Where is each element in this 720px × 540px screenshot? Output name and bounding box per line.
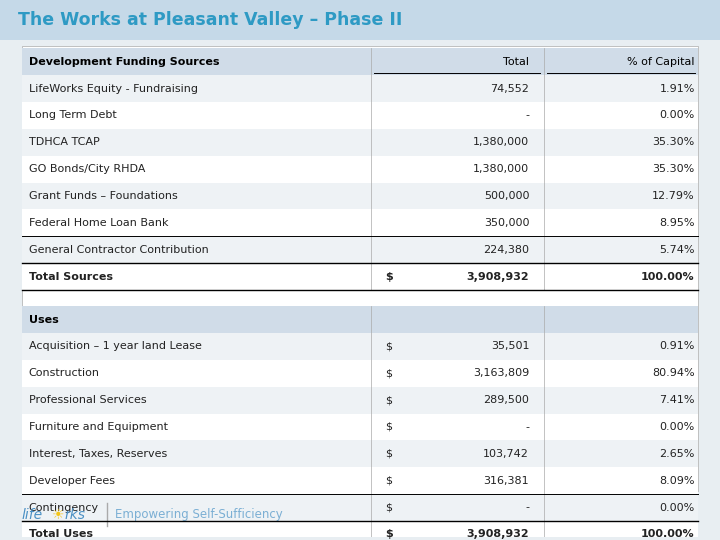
Text: Contingency: Contingency <box>29 503 99 512</box>
FancyBboxPatch shape <box>22 333 698 360</box>
Text: Furniture and Equipment: Furniture and Equipment <box>29 422 168 432</box>
Text: 103,742: 103,742 <box>483 449 529 459</box>
Text: % of Capital: % of Capital <box>627 57 695 67</box>
Text: Acquisition – 1 year land Lease: Acquisition – 1 year land Lease <box>29 341 202 352</box>
Text: $: $ <box>385 476 392 485</box>
Text: $: $ <box>385 422 392 432</box>
Text: 0.00%: 0.00% <box>660 111 695 120</box>
FancyBboxPatch shape <box>22 521 698 540</box>
Text: 8.09%: 8.09% <box>660 476 695 485</box>
Text: 8.95%: 8.95% <box>660 218 695 228</box>
FancyBboxPatch shape <box>0 0 720 40</box>
Text: Federal Home Loan Bank: Federal Home Loan Bank <box>29 218 168 228</box>
Text: 80.94%: 80.94% <box>652 368 695 378</box>
Text: $: $ <box>385 368 392 378</box>
Text: 1,380,000: 1,380,000 <box>473 164 529 174</box>
Text: TDHCA TCAP: TDHCA TCAP <box>29 137 99 147</box>
Text: 0.00%: 0.00% <box>660 503 695 512</box>
Text: Total Sources: Total Sources <box>29 272 113 281</box>
FancyBboxPatch shape <box>22 75 698 102</box>
Text: $: $ <box>385 395 392 405</box>
Text: 1,380,000: 1,380,000 <box>473 137 529 147</box>
Text: Developer Fees: Developer Fees <box>29 476 114 485</box>
FancyBboxPatch shape <box>22 360 698 387</box>
FancyBboxPatch shape <box>22 306 698 333</box>
Text: $: $ <box>385 449 392 459</box>
Text: Construction: Construction <box>29 368 100 378</box>
FancyBboxPatch shape <box>22 494 698 521</box>
FancyBboxPatch shape <box>22 467 698 494</box>
Text: Professional Services: Professional Services <box>29 395 146 405</box>
FancyBboxPatch shape <box>22 263 698 290</box>
FancyBboxPatch shape <box>22 102 698 129</box>
Text: 35.30%: 35.30% <box>652 137 695 147</box>
FancyBboxPatch shape <box>22 387 698 414</box>
Text: Total Uses: Total Uses <box>29 529 93 539</box>
Text: $: $ <box>385 341 392 352</box>
Text: 100.00%: 100.00% <box>642 272 695 281</box>
Text: LifeWorks Equity - Fundraising: LifeWorks Equity - Fundraising <box>29 84 198 93</box>
Text: 1.91%: 1.91% <box>660 84 695 93</box>
Text: $: $ <box>385 503 392 512</box>
Text: -: - <box>525 422 529 432</box>
Text: 3,163,809: 3,163,809 <box>473 368 529 378</box>
FancyBboxPatch shape <box>22 156 698 183</box>
Text: 289,500: 289,500 <box>483 395 529 405</box>
FancyBboxPatch shape <box>22 237 698 263</box>
FancyBboxPatch shape <box>22 129 698 156</box>
Text: Development Funding Sources: Development Funding Sources <box>29 57 220 67</box>
FancyBboxPatch shape <box>22 49 698 75</box>
Text: $: $ <box>385 272 393 281</box>
FancyBboxPatch shape <box>22 183 698 210</box>
Text: Grant Funds – Foundations: Grant Funds – Foundations <box>29 191 178 201</box>
Text: 3,908,932: 3,908,932 <box>467 272 529 281</box>
FancyBboxPatch shape <box>22 414 698 441</box>
Text: 3,908,932: 3,908,932 <box>467 529 529 539</box>
Text: 500,000: 500,000 <box>484 191 529 201</box>
Text: 7.41%: 7.41% <box>660 395 695 405</box>
Text: life: life <box>22 508 42 522</box>
Text: The Works at Pleasant Valley – Phase II: The Works at Pleasant Valley – Phase II <box>18 11 402 29</box>
Text: 35,501: 35,501 <box>491 341 529 352</box>
Text: -: - <box>525 111 529 120</box>
Text: 0.91%: 0.91% <box>660 341 695 352</box>
Text: General Contractor Contribution: General Contractor Contribution <box>29 245 209 255</box>
Text: Interest, Taxes, Reserves: Interest, Taxes, Reserves <box>29 449 167 459</box>
Text: 35.30%: 35.30% <box>652 164 695 174</box>
Text: 316,381: 316,381 <box>484 476 529 485</box>
Text: ☀: ☀ <box>52 508 64 522</box>
Text: rks: rks <box>65 508 86 522</box>
Text: 350,000: 350,000 <box>484 218 529 228</box>
Text: 2.65%: 2.65% <box>660 449 695 459</box>
Text: 12.79%: 12.79% <box>652 191 695 201</box>
FancyBboxPatch shape <box>22 441 698 467</box>
FancyBboxPatch shape <box>22 46 698 491</box>
FancyBboxPatch shape <box>22 210 698 237</box>
Text: Uses: Uses <box>29 315 58 325</box>
Text: $: $ <box>385 529 393 539</box>
Text: 74,552: 74,552 <box>490 84 529 93</box>
Text: GO Bonds/City RHDA: GO Bonds/City RHDA <box>29 164 145 174</box>
Text: 100.00%: 100.00% <box>642 529 695 539</box>
Text: Long Term Debt: Long Term Debt <box>29 111 117 120</box>
Text: -: - <box>525 503 529 512</box>
Text: Empowering Self-Sufficiency: Empowering Self-Sufficiency <box>115 508 283 521</box>
Text: Total: Total <box>503 57 529 67</box>
Text: 5.74%: 5.74% <box>660 245 695 255</box>
Text: 0.00%: 0.00% <box>660 422 695 432</box>
Text: 224,380: 224,380 <box>483 245 529 255</box>
